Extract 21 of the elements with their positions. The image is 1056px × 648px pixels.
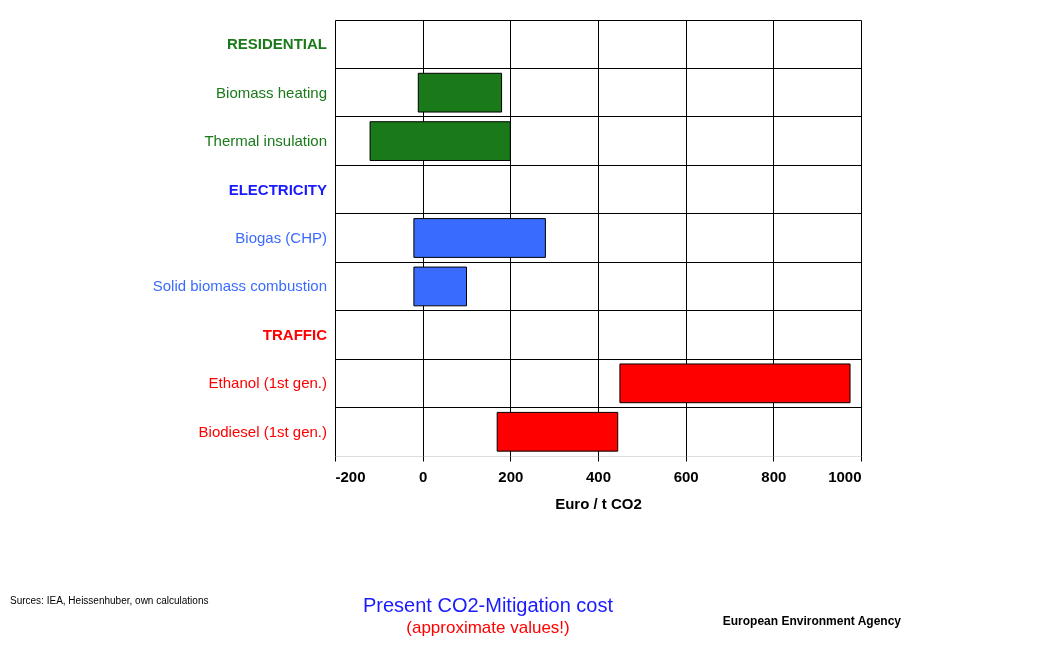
x-tick-label: -200 bbox=[335, 467, 366, 485]
text: (approximate values!) bbox=[406, 618, 570, 637]
y-tick-label: Biomass heating bbox=[216, 83, 327, 101]
text: European Environment Agency bbox=[722, 614, 902, 628]
x-tick-label: 400 bbox=[585, 467, 612, 485]
text: Present CO2-Mitigation cost bbox=[362, 594, 614, 616]
y-tick-label: Biodiesel (1st gen.) bbox=[198, 422, 327, 440]
y-tick-label: RESIDENTIAL bbox=[226, 35, 327, 53]
x-axis-title: Euro / t CO2 bbox=[555, 494, 642, 512]
y-tick-label: Biogas (CHP) bbox=[235, 229, 327, 246]
y-tick-label: Solid biomass combustion bbox=[152, 277, 327, 295]
y-tick-label: TRAFFIC bbox=[262, 325, 328, 343]
x-tick-label: 200 bbox=[498, 467, 524, 485]
text: Surces: IEA, Heissenhuber, own calculations bbox=[10, 595, 209, 606]
y-tick-label: Thermal insulation bbox=[204, 132, 327, 150]
y-tick-label: ELECTRICITY bbox=[228, 180, 327, 198]
x-tick-label: 0 bbox=[418, 467, 428, 485]
x-tick-label: 600 bbox=[673, 467, 699, 485]
x-tick-label: 1000 bbox=[828, 467, 862, 485]
x-tick-label: 800 bbox=[761, 467, 787, 485]
y-tick-label: Ethanol (1st gen.) bbox=[208, 374, 327, 392]
